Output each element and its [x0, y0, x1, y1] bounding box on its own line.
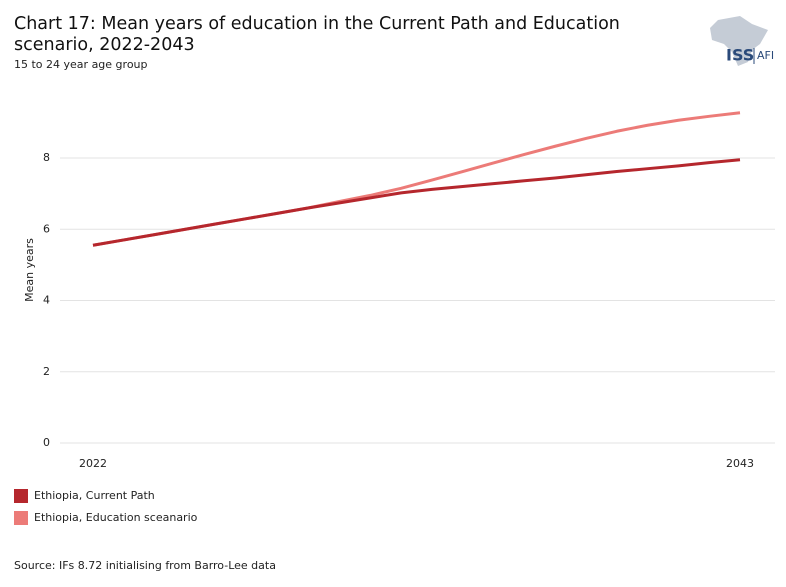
legend-swatch — [14, 489, 28, 503]
logo-map — [710, 16, 768, 66]
legend-label: Ethiopia, Education sceanario — [34, 511, 198, 524]
logo-text: ISS — [726, 46, 754, 65]
chart-subtitle: 15 to 24 year age group — [14, 58, 148, 71]
legend-label: Ethiopia, Current Path — [34, 489, 155, 502]
y-axis-label: Mean years — [23, 238, 36, 302]
data-line — [92, 111, 741, 247]
y-tick-label: 4 — [43, 294, 50, 307]
x-tick-label: 2022 — [79, 457, 107, 470]
y-tick-label: 0 — [43, 436, 50, 449]
y-tick-label: 6 — [43, 222, 50, 235]
source-note: Source: IFs 8.72 initialising from Barro… — [14, 559, 276, 572]
x-tick-label: 2043 — [726, 457, 754, 470]
data-line — [92, 158, 741, 247]
logo-subtext: AFI — [757, 49, 774, 62]
y-tick-label: 8 — [43, 151, 50, 164]
legend-swatch — [14, 511, 28, 525]
chart-title: Chart 17: Mean years of education in the… — [14, 14, 620, 55]
logo: ISS AFI — [710, 16, 774, 66]
y-tick-label: 2 — [43, 365, 50, 378]
